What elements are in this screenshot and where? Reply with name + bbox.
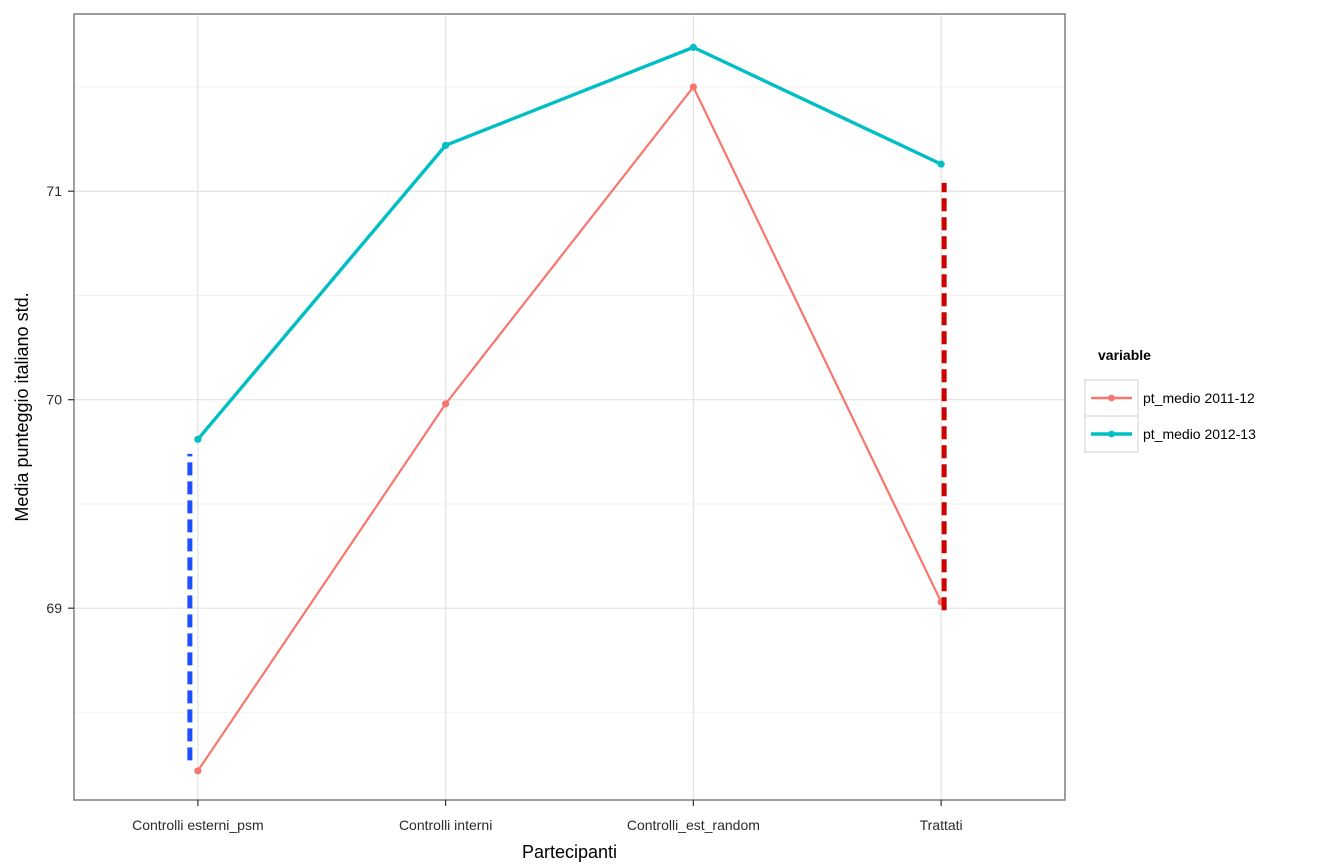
data-point (937, 160, 945, 168)
legend-key-point (1108, 430, 1115, 438)
data-point (689, 43, 697, 51)
series-line (196, 45, 942, 441)
x-axis: Controlli esterni_psm Controlli interni Co… (132, 800, 963, 833)
data-point (689, 83, 697, 91)
series-layer (194, 43, 945, 775)
annotation-layer (187, 182, 947, 761)
y-axis-title: Media punteggio italiano std. (12, 292, 32, 521)
y-tick-label: 70 (46, 392, 62, 408)
x-tick-label: Controlli interni (399, 817, 492, 833)
data-point (194, 767, 202, 775)
plot-panel-border (73, 13, 1066, 801)
legend-title: variable (1098, 347, 1151, 363)
data-point (442, 141, 450, 149)
x-tick-label: Controlli esterni_psm (132, 817, 264, 833)
legend-label: pt_medio 2012-13 (1143, 426, 1256, 442)
grid-minor (74, 86, 1065, 713)
data-point (194, 435, 202, 443)
y-tick-label: 69 (46, 600, 62, 616)
x-tick-label: Controlli_est_random (627, 817, 760, 833)
x-tick-label: Trattati (920, 817, 963, 833)
series-line (196, 85, 943, 772)
legend: variable pt_medio 2011-12 pt_medio 2012-1… (1084, 347, 1256, 453)
y-tick-label: 71 (46, 183, 62, 199)
data-point (442, 400, 450, 408)
legend-key-point (1108, 394, 1115, 402)
legend-label: pt_medio 2011-12 (1143, 390, 1255, 406)
x-axis-title: Partecipanti (522, 842, 617, 862)
y-axis: 69 70 71 (46, 183, 74, 616)
series-2 (194, 43, 945, 443)
